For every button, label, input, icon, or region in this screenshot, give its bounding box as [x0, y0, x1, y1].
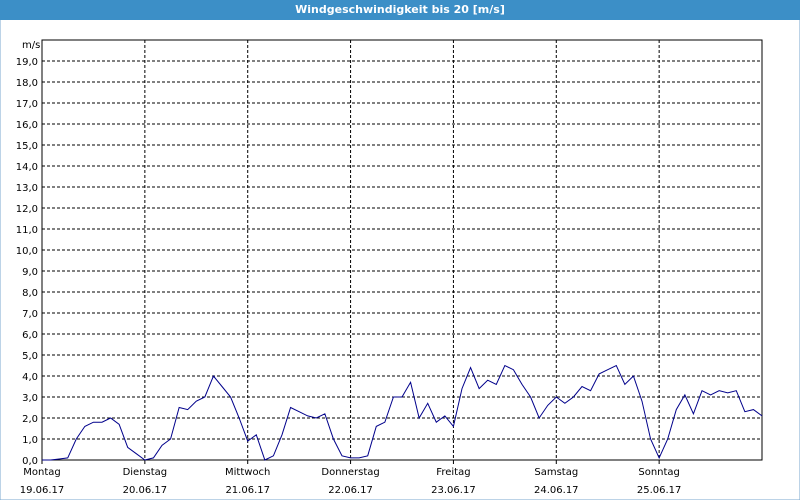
x-tick-date: 19.06.17	[20, 485, 65, 496]
y-axis-label: m/s	[22, 40, 40, 51]
y-tick-label: 11,0	[16, 225, 38, 236]
x-tick-label: Montag	[23, 467, 60, 478]
y-tick-label: 17,0	[16, 99, 38, 110]
x-tick-label: Donnerstag	[321, 467, 379, 478]
x-tick-label: Mittwoch	[225, 467, 270, 478]
y-tick-label: 12,0	[16, 204, 38, 215]
x-tick-date: 25.06.17	[637, 485, 682, 496]
x-tick-date: 20.06.17	[123, 485, 168, 496]
y-tick-label: 14,0	[16, 162, 38, 173]
y-tick-label: 15,0	[16, 141, 38, 152]
y-tick-label: 8,0	[22, 288, 38, 299]
y-tick-label: 6,0	[22, 330, 38, 341]
y-tick-label: 5,0	[22, 351, 38, 362]
y-tick-label: 9,0	[22, 267, 38, 278]
x-tick-date: 21.06.17	[225, 485, 270, 496]
x-tick-label: Samstag	[534, 467, 578, 478]
title-bar	[0, 0, 800, 20]
y-tick-label: 2,0	[22, 414, 38, 425]
chart-title: Windgeschwindigkeit bis 20 [m/s]	[295, 3, 505, 16]
y-tick-label: 4,0	[22, 372, 38, 383]
x-tick-label: Sonntag	[638, 467, 680, 478]
y-tick-label: 1,0	[22, 435, 38, 446]
y-tick-label: 13,0	[16, 183, 38, 194]
x-tick-date: 23.06.17	[431, 485, 476, 496]
y-tick-label: 16,0	[16, 120, 38, 131]
y-tick-label: 18,0	[16, 78, 38, 89]
y-tick-label: 7,0	[22, 309, 38, 320]
y-tick-label: 0,0	[22, 456, 38, 467]
x-tick-label: Dienstag	[123, 467, 168, 478]
y-tick-label: 19,0	[16, 57, 38, 68]
y-tick-label: 3,0	[22, 393, 38, 404]
x-tick-date: 24.06.17	[534, 485, 579, 496]
y-tick-label: 10,0	[16, 246, 38, 257]
data-line	[42, 364, 763, 461]
x-tick-date: 22.06.17	[328, 485, 373, 496]
x-tick-label: Freitag	[436, 467, 470, 478]
